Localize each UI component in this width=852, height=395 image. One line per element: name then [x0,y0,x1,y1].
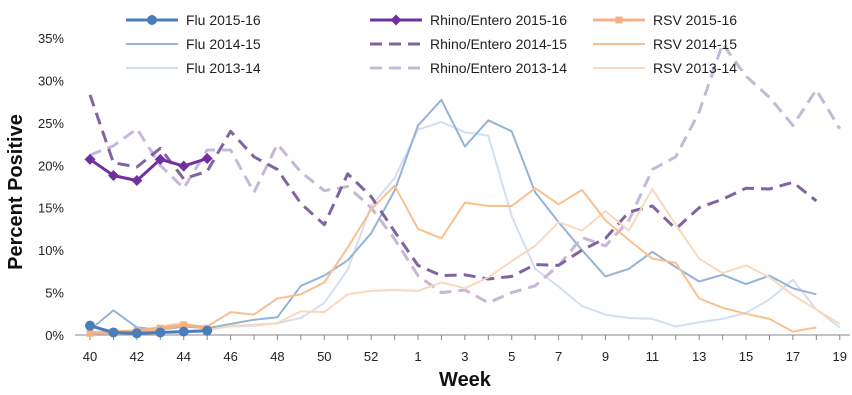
series-rhino-entero-2014-15 [88,94,818,281]
legend-label: Rhino/Entero 2015-16 [430,12,567,28]
series-line [89,188,841,334]
data-point [155,327,166,338]
x-tick-label: 3 [461,349,468,364]
series-line [88,94,818,281]
x-tick-label: 50 [317,349,331,364]
y-tick-label: 25% [38,116,64,131]
x-tick-label: 15 [739,349,753,364]
y-tick-label: 0% [45,328,64,343]
chart-axes: 0%5%10%15%20%25%30%35%40 42 44 46 48 50 52 1 3 5 7… [38,31,850,364]
y-tick-label: 20% [38,158,64,173]
x-tick-label: 44 [176,349,190,364]
legend-item: Rhino/Entero 2014-15 [370,36,567,52]
y-tick-label: 5% [45,286,64,301]
series-rsv-2013-14 [89,188,841,334]
data-point [131,175,143,187]
series-line [89,98,817,331]
data-point [85,320,95,331]
data-point [86,329,94,337]
data-point [131,328,142,339]
legend-label: Flu 2014-15 [186,36,261,52]
data-point [178,160,190,172]
legend-label: Rhino/Entero 2013-14 [430,60,567,76]
data-point [202,325,213,336]
legend-label: RSV 2013-14 [653,60,737,76]
legend-label: Flu 2015-16 [186,12,261,28]
y-tick-label: 35% [38,31,64,46]
legend-item: RSV 2013-14 [593,60,737,76]
series-rhino-entero-2013-14 [89,42,842,305]
x-tick-label: 9 [602,349,609,364]
y-axis-title: Percent Positive [5,114,27,270]
legend-label: RSV 2015-16 [653,12,737,28]
legend-item: Flu 2014-15 [126,36,261,52]
x-axis-title: Week [439,369,492,391]
series-flu-2013-14 [90,121,841,333]
x-tick-label: 40 [83,349,97,364]
legend-marker [615,16,623,24]
legend-marker [390,14,402,26]
data-point [201,152,213,164]
legend-item: RSV 2014-15 [593,36,737,52]
y-tick-label: 10% [38,243,64,258]
series-flu-2014-15 [89,98,817,331]
legend-item: Flu 2015-16 [126,12,261,28]
legend-label: Flu 2013-14 [186,60,261,76]
x-tick-label: 42 [130,349,144,364]
data-point [84,153,96,165]
x-tick-label: 7 [555,349,562,364]
data-point [108,327,119,338]
x-tick-label: 19 [833,349,847,364]
series-rhino-entero-2015-16 [84,152,213,187]
x-tick-label: 13 [692,349,706,364]
legend-item: Flu 2013-14 [126,60,261,76]
x-tick-label: 48 [270,349,284,364]
x-tick-label: 11 [646,349,660,364]
y-tick-label: 30% [38,73,64,88]
series-layer [84,42,842,339]
data-point [154,153,166,165]
data-point [180,321,188,329]
data-point [178,326,189,337]
legend-label: Rhino/Entero 2014-15 [430,36,567,52]
legend-item: Rhino/Entero 2013-14 [370,60,567,76]
y-tick-label: 15% [38,201,64,216]
chart-legend: Flu 2015-16 Flu 2014-15 Flu 2013-14 Rhino/E… [126,12,737,76]
legend-item: Rhino/Entero 2015-16 [370,12,567,28]
legend-label: RSV 2014-15 [653,36,737,52]
x-tick-label: 5 [508,349,515,364]
x-tick-label: 17 [786,349,800,364]
x-tick-label: 1 [414,349,421,364]
legend-item: RSV 2015-16 [593,12,737,28]
series-line [89,184,817,335]
data-point [107,169,119,181]
x-tick-label: 52 [364,349,378,364]
legend-marker [147,15,157,25]
x-tick-label: 46 [223,349,237,364]
series-flu-2015-16 [85,320,213,339]
series-rsv-2014-15 [89,184,817,335]
series-line [90,121,841,333]
series-line [89,42,842,305]
